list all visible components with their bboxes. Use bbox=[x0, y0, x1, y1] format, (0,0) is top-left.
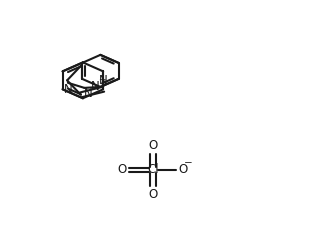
Text: N: N bbox=[91, 80, 100, 93]
Text: −: − bbox=[184, 158, 193, 168]
Text: O: O bbox=[149, 139, 158, 152]
Text: +: + bbox=[98, 75, 105, 85]
Text: Cl: Cl bbox=[147, 163, 159, 176]
Text: N: N bbox=[64, 83, 73, 96]
Text: O: O bbox=[149, 188, 158, 201]
Text: O: O bbox=[117, 163, 126, 176]
Text: N: N bbox=[84, 87, 93, 100]
Text: O: O bbox=[179, 163, 188, 176]
Text: N: N bbox=[99, 74, 107, 87]
